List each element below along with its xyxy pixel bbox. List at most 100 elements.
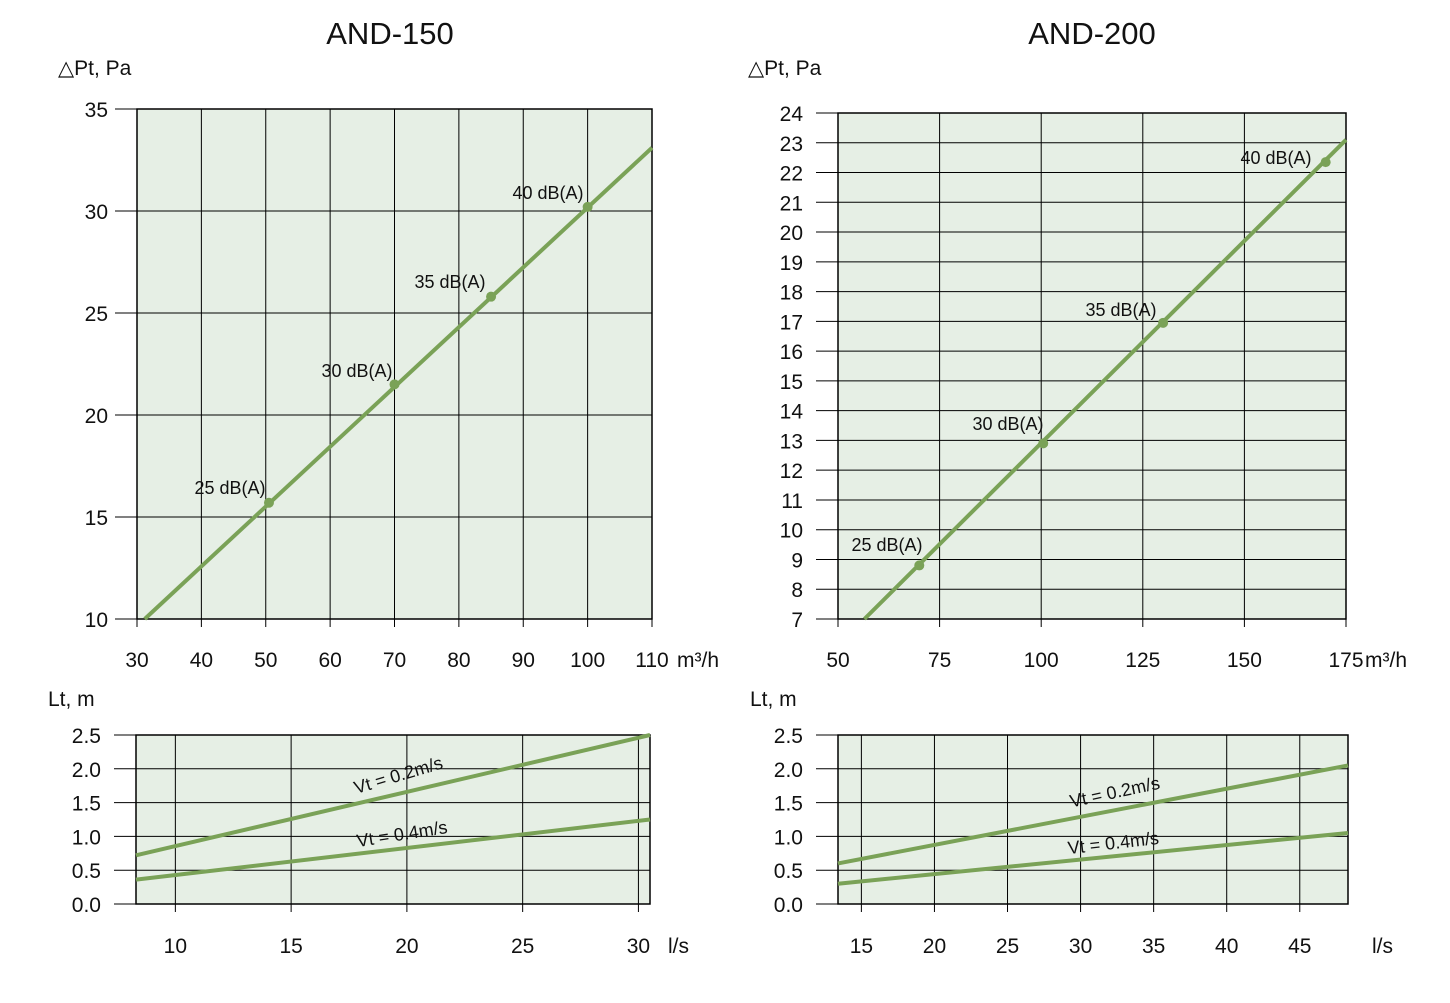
y-tick-label: 2.5 [774, 725, 803, 748]
plot-frame [837, 112, 1347, 620]
y-tick-label: 18 [780, 282, 803, 305]
y-tick-label: 1.0 [72, 826, 101, 849]
x-tick-label: 30 [627, 935, 650, 958]
x-tick-label: 110 [635, 649, 668, 672]
y-tick-label: 0.0 [774, 894, 803, 917]
x-tick-label: 80 [447, 649, 470, 672]
point-label: 30 dB(A) [972, 414, 1043, 434]
x-tick-label: 150 [1227, 649, 1262, 672]
point-label: 25 dB(A) [194, 478, 265, 498]
y-tick-label: 10 [85, 609, 108, 632]
x-tick-label: 100 [570, 649, 605, 672]
point-label: 35 dB(A) [414, 272, 485, 292]
x-tick-label: 175 [1328, 649, 1363, 672]
y-tick-label: 2.0 [774, 759, 803, 782]
y-axis-label: Lt, m [750, 688, 797, 711]
y-tick-label: 16 [780, 341, 803, 364]
x-tick-label: 30 [125, 649, 148, 672]
plot-area [136, 735, 650, 904]
y-axis-label: △Pt, Pa [748, 57, 822, 80]
point-label: 35 dB(A) [1085, 300, 1156, 320]
y-tick-label: 1.5 [774, 793, 803, 816]
x-unit-label: m³/h [677, 649, 719, 672]
y-tick-label: 0.0 [72, 894, 101, 917]
x-tick-label: 100 [1024, 649, 1059, 672]
y-tick-label: 1.5 [72, 793, 101, 816]
x-tick-label: 10 [164, 935, 187, 958]
plot-frame [136, 108, 653, 620]
x-tick-label: 70 [383, 649, 406, 672]
x-tick-label: 40 [1215, 935, 1238, 958]
y-tick-label: 30 [85, 201, 108, 224]
y-tick-label: 15 [780, 371, 803, 394]
y-tick-label: 0.5 [72, 860, 101, 883]
x-tick-label: 15 [279, 935, 302, 958]
x-tick-label: 50 [254, 649, 277, 672]
y-tick-label: 17 [780, 311, 803, 334]
y-tick-label: 24 [780, 103, 804, 126]
series-line [863, 138, 1348, 621]
x-tick-label: 75 [928, 649, 951, 672]
plot-area [838, 735, 1348, 904]
plot-frame [837, 734, 1349, 905]
data-point [1320, 157, 1331, 168]
chart-title: AND-150 [326, 16, 454, 51]
chart-title: AND-200 [1028, 16, 1156, 51]
y-tick-label: 12 [780, 460, 803, 483]
y-tick-label: 11 [781, 490, 803, 513]
data-point [486, 291, 497, 302]
y-tick-label: 7 [791, 609, 803, 632]
series-line [837, 831, 1349, 886]
point-label: 40 dB(A) [512, 183, 583, 203]
y-tick-label: 19 [780, 252, 803, 275]
y-tick-label: 21 [780, 192, 803, 215]
point-label: 30 dB(A) [321, 361, 392, 381]
x-tick-label: 25 [511, 935, 534, 958]
y-axis-label: Lt, m [48, 688, 95, 711]
x-tick-label: 20 [395, 935, 418, 958]
chart-2: 50 75 100 125 150 175 7 8 9 10 11 12 13 14 15 16 17 18 19 2… [748, 16, 1407, 672]
x-unit-label: m³/h [1365, 649, 1407, 672]
data-point [914, 560, 925, 571]
point-label: 40 dB(A) [1240, 148, 1311, 168]
series-line [135, 817, 651, 882]
data-point [582, 201, 593, 212]
x-unit-label: l/s [1372, 935, 1393, 958]
y-tick-label: 0.5 [774, 860, 803, 883]
data-point [1038, 438, 1049, 449]
x-tick-label: 125 [1125, 649, 1160, 672]
y-tick-label: 2.0 [72, 759, 101, 782]
x-tick-label: 15 [850, 935, 873, 958]
x-tick-label: 45 [1288, 935, 1311, 958]
y-tick-label: 9 [791, 549, 803, 572]
data-point [1158, 317, 1169, 328]
series-line [837, 763, 1349, 866]
x-tick-label: 50 [826, 649, 849, 672]
plot-area [838, 113, 1346, 619]
y-tick-label: 1.0 [774, 826, 803, 849]
y-tick-label: 13 [780, 430, 803, 453]
x-tick-label: 60 [318, 649, 341, 672]
x-tick-label: 20 [923, 935, 946, 958]
y-tick-label: 8 [791, 579, 803, 602]
y-tick-label: 23 [780, 133, 803, 156]
x-tick-label: 25 [996, 935, 1019, 958]
point-label: 25 dB(A) [851, 535, 922, 555]
data-point [263, 497, 274, 508]
y-tick-label: 22 [780, 163, 803, 186]
x-tick-label: 40 [190, 649, 213, 672]
chart-1: 30 40 50 60 70 80 90 100 110 10 15 20 25 30 35 m³/h AND-… [58, 16, 719, 672]
data-point [389, 379, 400, 390]
x-tick-label: 90 [512, 649, 535, 672]
chart-4: 15 20 25 30 35 40 45 0.0 0.5 1.0 1.5 2.0 2.5 l/s Lt, m… [750, 688, 1393, 958]
y-tick-label: 35 [85, 99, 108, 122]
y-tick-label: 25 [85, 303, 108, 326]
y-tick-label: 10 [780, 520, 803, 543]
y-axis-label: △Pt, Pa [58, 57, 132, 80]
y-tick-label: 14 [780, 401, 804, 424]
chart-3: 10 15 20 25 300.00.51.01.52.02.5l/sLt, mVt =… [48, 688, 689, 958]
x-tick-label: 30 [1069, 935, 1092, 958]
series-line [135, 733, 651, 858]
y-tick-label: 20 [780, 222, 803, 245]
